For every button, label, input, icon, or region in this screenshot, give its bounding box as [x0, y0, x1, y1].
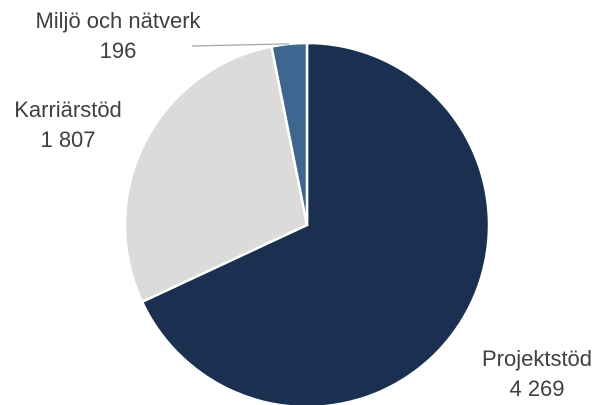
- leader-lines: [191, 43, 290, 47]
- label-karriarstod: Karriärstöd 1 807: [14, 97, 122, 152]
- slice-value-projektstod: 4 269: [509, 376, 564, 401]
- label-projektstod: Projektstöd 4 269: [482, 346, 592, 401]
- slice-label-projektstod: Projektstöd: [482, 346, 592, 371]
- slice-value-karriarstod: 1 807: [40, 127, 95, 152]
- label-miljo-och-natverk: Miljö och nätverk 196: [35, 8, 201, 63]
- slice-karriarstod: [123, 45, 309, 304]
- slice-label-karriarstod: Karriärstöd: [14, 97, 122, 122]
- slice-miljo-och-natverk: [270, 41, 309, 226]
- leader-line-miljo-och-natverk: [191, 43, 290, 47]
- pie-slices: [123, 41, 491, 405]
- slice-label-miljo-och-natverk: Miljö och nätverk: [35, 8, 201, 33]
- slice-projektstod: [140, 41, 491, 405]
- slice-value-miljo-och-natverk: 196: [100, 38, 137, 63]
